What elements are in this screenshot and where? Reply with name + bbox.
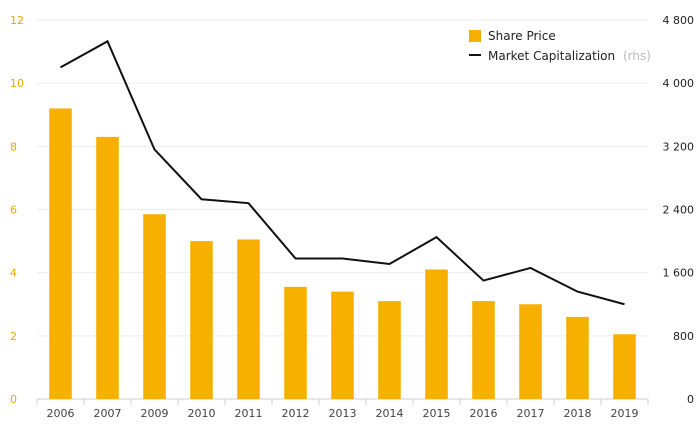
x-tick-label: 2009 <box>141 407 169 420</box>
share-price-bar <box>613 334 636 399</box>
y-right-tick-label: 800 <box>673 330 694 343</box>
share-price-bar <box>378 301 401 399</box>
right-axis-ticks: 0 800 1 600 2 400 3 200 4 000 4 800 <box>663 14 695 406</box>
x-tick-label: 2006 <box>47 407 75 420</box>
share-price-bar <box>96 136 119 399</box>
share-price-bars <box>49 108 636 399</box>
share-price-bar <box>190 241 213 399</box>
x-tick-label: 2019 <box>611 407 639 420</box>
y-right-tick-label: 2 400 <box>663 204 695 217</box>
legend-label-market-cap-suffix: (rhs) <box>623 49 651 63</box>
y-left-tick-label: 6 <box>10 204 17 217</box>
x-tick-label: 2007 <box>94 407 122 420</box>
y-left-tick-label: 0 <box>10 393 17 406</box>
share-price-bar <box>284 286 307 399</box>
y-left-tick-label: 10 <box>10 77 24 90</box>
x-tick-label: 2017 <box>517 407 545 420</box>
x-axis-ticks: 2006 2007 2009 2010 2011 2012 2013 2014 2015 2016… <box>36 399 649 420</box>
x-tick-label: 2011 <box>235 407 263 420</box>
x-tick-label: 2016 <box>470 407 498 420</box>
share-price-bar <box>143 214 166 399</box>
share-price-bar <box>566 316 589 399</box>
x-tick-label: 2018 <box>564 407 592 420</box>
share-price-bar <box>237 239 260 399</box>
legend-label-market-cap: Market Capitalization (rhs) <box>488 49 651 63</box>
legend-label-share-price: Share Price <box>488 29 556 43</box>
x-tick-label: 2014 <box>376 407 404 420</box>
x-tick-label: 2010 <box>188 407 216 420</box>
share-price-bar <box>331 291 354 399</box>
y-right-tick-label: 4 000 <box>663 77 695 90</box>
share-price-bar <box>49 108 72 399</box>
x-tick-label: 2012 <box>282 407 310 420</box>
share-price-bar <box>425 269 448 399</box>
gridlines <box>37 19 648 400</box>
left-axis-ticks: 0 2 4 6 8 10 12 <box>10 14 24 406</box>
y-right-tick-label: 1 600 <box>663 267 695 280</box>
x-tick-label: 2015 <box>423 407 451 420</box>
y-left-tick-label: 4 <box>10 267 17 280</box>
y-left-tick-label: 12 <box>10 14 24 27</box>
y-left-tick-label: 2 <box>10 330 17 343</box>
y-left-tick-label: 8 <box>10 140 17 153</box>
y-right-tick-label: 3 200 <box>663 140 695 153</box>
x-tick-label: 2013 <box>329 407 357 420</box>
y-right-tick-label: 0 <box>687 393 694 406</box>
share-price-bar <box>472 301 495 399</box>
legend-label-market-cap-name: Market Capitalization <box>488 49 615 63</box>
legend: Share Price Market Capitalization (rhs) <box>469 29 651 63</box>
y-right-tick-label: 4 800 <box>663 14 695 27</box>
legend-swatch-share-price <box>469 30 481 42</box>
market-cap-line <box>60 39 625 306</box>
share-price-bar <box>519 304 542 399</box>
